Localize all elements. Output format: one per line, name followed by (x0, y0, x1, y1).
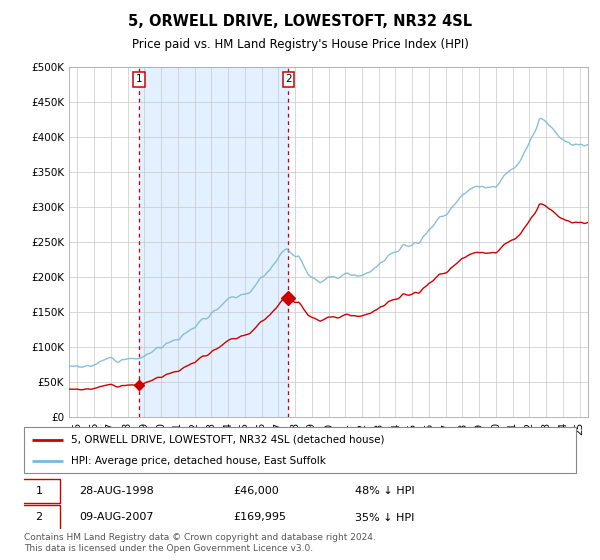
Text: 5, ORWELL DRIVE, LOWESTOFT, NR32 4SL (detached house): 5, ORWELL DRIVE, LOWESTOFT, NR32 4SL (de… (71, 435, 385, 445)
Text: 35% ↓ HPI: 35% ↓ HPI (355, 512, 415, 522)
Text: 1: 1 (35, 486, 43, 496)
Text: 2: 2 (35, 512, 43, 522)
Text: Contains HM Land Registry data © Crown copyright and database right 2024.
This d: Contains HM Land Registry data © Crown c… (24, 533, 376, 553)
Bar (139, 67, 289, 417)
FancyBboxPatch shape (19, 505, 60, 530)
Text: Price paid vs. HM Land Registry's House Price Index (HPI): Price paid vs. HM Land Registry's House … (131, 38, 469, 51)
FancyBboxPatch shape (24, 427, 576, 473)
FancyBboxPatch shape (19, 479, 60, 503)
Text: 48% ↓ HPI: 48% ↓ HPI (355, 486, 415, 496)
Text: 5, ORWELL DRIVE, LOWESTOFT, NR32 4SL: 5, ORWELL DRIVE, LOWESTOFT, NR32 4SL (128, 14, 472, 29)
Text: £46,000: £46,000 (234, 486, 280, 496)
Text: 28-AUG-1998: 28-AUG-1998 (79, 486, 154, 496)
Text: £169,995: £169,995 (234, 512, 287, 522)
Text: HPI: Average price, detached house, East Suffolk: HPI: Average price, detached house, East… (71, 456, 326, 466)
Text: 2: 2 (285, 74, 292, 85)
Text: 1: 1 (136, 74, 142, 85)
Text: 09-AUG-2007: 09-AUG-2007 (79, 512, 154, 522)
